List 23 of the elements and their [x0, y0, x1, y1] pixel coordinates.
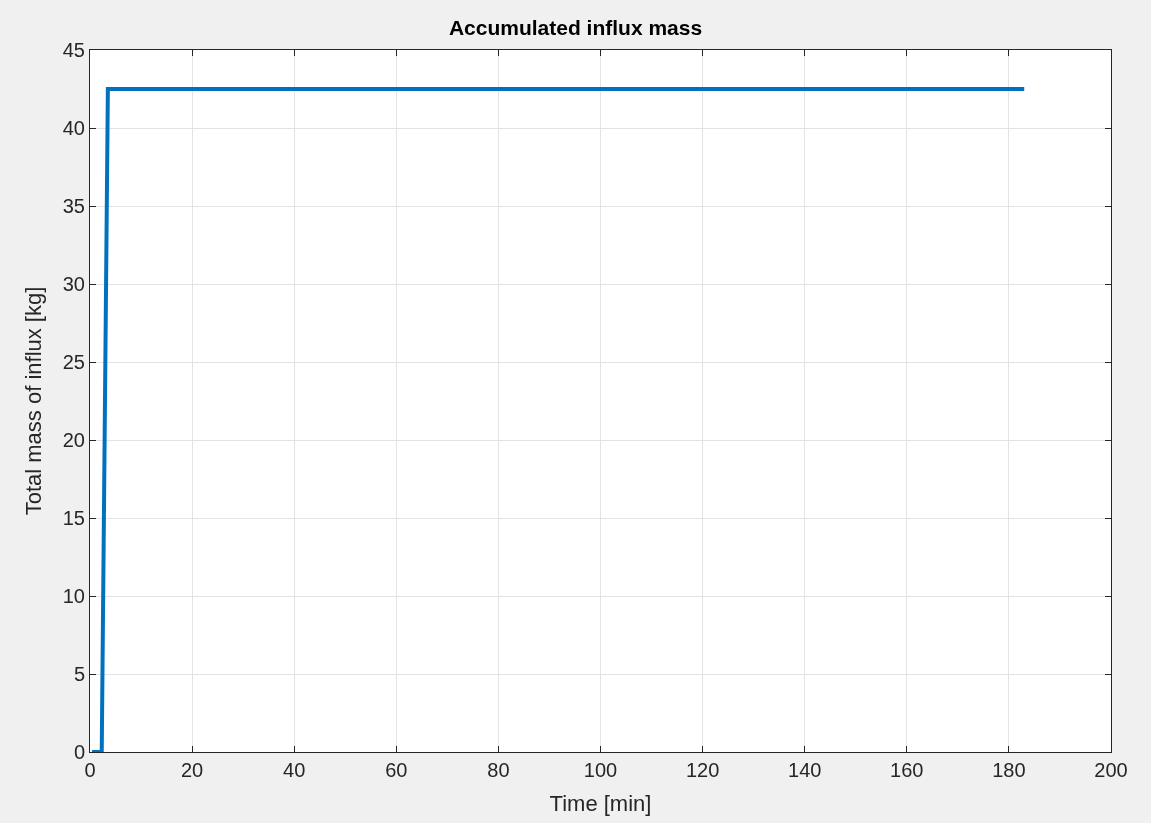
x-tick-label: 120: [685, 759, 720, 781]
x-tick-label: 100: [583, 759, 618, 781]
y-tick-label: 20: [62, 429, 85, 451]
y-tick-label: 40: [62, 117, 85, 139]
y-tick-label: 5: [73, 663, 85, 685]
y-tick-label: 25: [62, 351, 85, 373]
x-tick-label: 40: [283, 759, 306, 781]
y-tick-label: 30: [62, 273, 85, 295]
y-axis-title: Total mass of influx [kg]: [20, 286, 46, 516]
y-tick-label: 15: [62, 507, 85, 529]
y-tick-label: 10: [62, 585, 85, 607]
x-tick-label: 140: [788, 759, 822, 781]
x-tick-label: 160: [890, 759, 924, 781]
y-tick-label: 0: [73, 741, 85, 763]
y-tick-label: 35: [62, 195, 85, 217]
x-tick-label: 20: [180, 759, 204, 781]
x-axis-title: Time [min]: [549, 790, 652, 816]
x-tick-label: 180: [992, 759, 1026, 781]
y-tick-label: 45: [62, 39, 85, 61]
x-tick-label: 200: [1094, 759, 1128, 781]
x-tick-label: 80: [487, 759, 510, 781]
x-tick-label: 60: [385, 759, 408, 781]
chart-title: Accumulated influx mass: [448, 16, 703, 40]
